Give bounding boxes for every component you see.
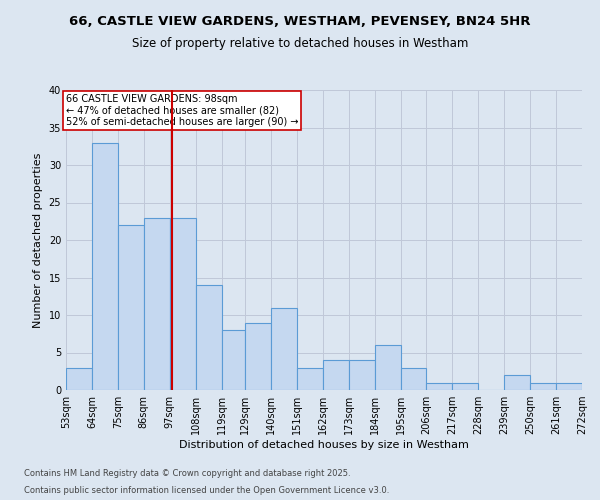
- Bar: [245, 322, 271, 390]
- Bar: [144, 218, 170, 390]
- Y-axis label: Number of detached properties: Number of detached properties: [33, 152, 43, 328]
- Bar: [530, 382, 556, 390]
- Bar: [170, 218, 196, 390]
- Bar: [92, 142, 118, 390]
- Bar: [118, 225, 144, 390]
- Text: Size of property relative to detached houses in Westham: Size of property relative to detached ho…: [132, 38, 468, 51]
- Bar: [221, 330, 245, 390]
- Bar: [556, 382, 582, 390]
- X-axis label: Distribution of detached houses by size in Westham: Distribution of detached houses by size …: [179, 440, 469, 450]
- Bar: [196, 285, 221, 390]
- Bar: [452, 382, 478, 390]
- Bar: [401, 368, 427, 390]
- Bar: [504, 375, 530, 390]
- Bar: [349, 360, 374, 390]
- Bar: [427, 382, 452, 390]
- Bar: [297, 368, 323, 390]
- Text: Contains HM Land Registry data © Crown copyright and database right 2025.: Contains HM Land Registry data © Crown c…: [24, 468, 350, 477]
- Text: 66, CASTLE VIEW GARDENS, WESTHAM, PEVENSEY, BN24 5HR: 66, CASTLE VIEW GARDENS, WESTHAM, PEVENS…: [69, 15, 531, 28]
- Text: 66 CASTLE VIEW GARDENS: 98sqm
← 47% of detached houses are smaller (82)
52% of s: 66 CASTLE VIEW GARDENS: 98sqm ← 47% of d…: [66, 94, 299, 127]
- Bar: [374, 345, 401, 390]
- Bar: [323, 360, 349, 390]
- Bar: [66, 368, 92, 390]
- Text: Contains public sector information licensed under the Open Government Licence v3: Contains public sector information licen…: [24, 486, 389, 495]
- Bar: [271, 308, 297, 390]
